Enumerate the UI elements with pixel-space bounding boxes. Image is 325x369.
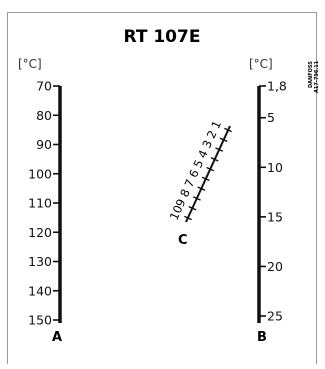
scale-c-tick-mark xyxy=(184,215,192,221)
scale-b-tick-label: 10 xyxy=(267,160,283,175)
scale-a-tick-label: 130 xyxy=(28,254,52,269)
scale-c-tick-mark xyxy=(210,157,219,162)
scale-b-tick-label: 15 xyxy=(267,209,283,224)
scale-c-tick-label: 1 xyxy=(208,118,224,130)
stamp-code: A17-796.11 xyxy=(314,60,320,93)
scale-a-tick-label: 150 xyxy=(28,313,52,328)
scale-a-tick-label: 70 xyxy=(36,79,52,94)
scale-a-tick-label: 90 xyxy=(36,137,52,152)
scale-c-tick-mark xyxy=(224,127,232,133)
scale-b-tick-label: 1,8 xyxy=(267,79,287,94)
diagram-frame xyxy=(7,12,317,364)
scale-c-tick-mark xyxy=(206,166,215,172)
scale-c-letter: C xyxy=(178,233,188,248)
scale-a-tick-label: 120 xyxy=(28,225,52,240)
diagram-title: RT 107E xyxy=(124,27,201,47)
scale-a-tick-label: 100 xyxy=(28,166,52,181)
scale-a-unit: [°C] xyxy=(18,57,42,71)
stamp-brand: DANFOSS xyxy=(308,61,314,88)
scale-b-tick-label: 25 xyxy=(267,309,283,324)
scale-c-axis xyxy=(185,125,231,223)
scale-c-tick-label: 10 xyxy=(167,203,186,222)
scale-b-ticks: 1,8 5 10 15 20 25 xyxy=(259,79,287,324)
scale-b-tick-label: 20 xyxy=(267,259,283,274)
scale-a-letter: A xyxy=(52,330,62,345)
scale-a-tick-label: 80 xyxy=(36,108,52,123)
scale-c-tick-mark xyxy=(219,137,228,143)
scale-c-tick-mark xyxy=(201,176,210,182)
scale-b-unit: [°C] xyxy=(249,57,273,71)
scale-c-tick-mark xyxy=(192,196,201,201)
scale-b-tick-label: 5 xyxy=(267,110,275,125)
scale-c-tick-mark xyxy=(215,147,224,152)
scale-b-letter: B xyxy=(257,330,267,345)
scale-c-tick-mark xyxy=(188,205,197,211)
scale-c-tick-mark xyxy=(197,186,206,191)
scale-a-tick-label: 140 xyxy=(28,283,52,298)
scale-a-tick-label: 110 xyxy=(28,196,52,211)
scale-a-ticks: 70 80 90 100 110 120 130 140 150 xyxy=(28,79,60,328)
